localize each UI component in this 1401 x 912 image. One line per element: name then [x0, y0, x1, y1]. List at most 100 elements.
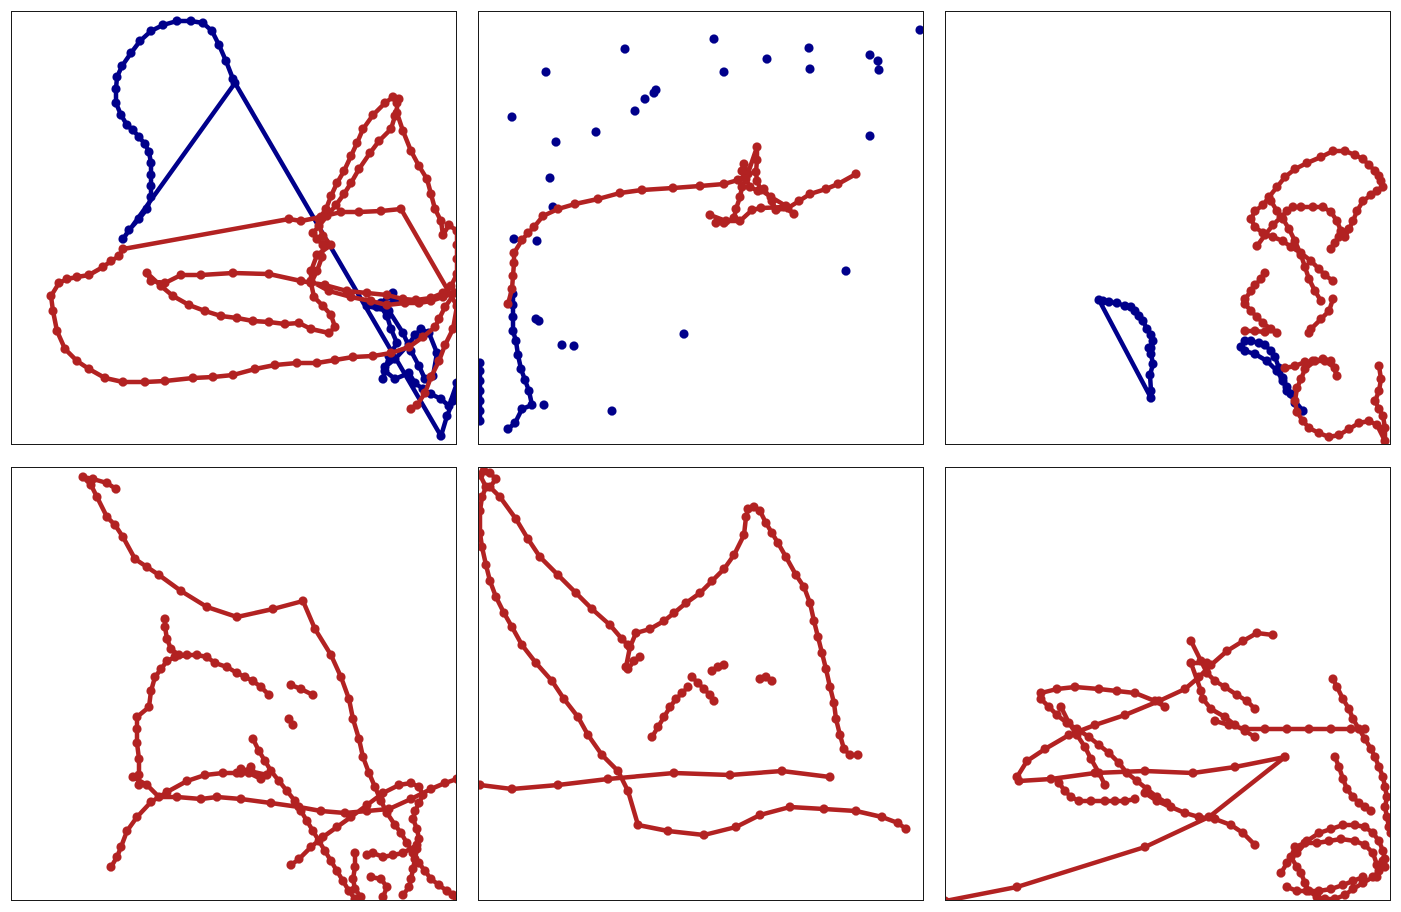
data-point: [752, 155, 762, 165]
data-point: [386, 324, 396, 334]
data-point: [597, 750, 607, 760]
data-point: [452, 774, 457, 784]
data-point: [452, 254, 457, 264]
data-point: [102, 512, 112, 522]
data-point: [747, 205, 757, 215]
series-line: [1014, 630, 1276, 780]
data-point: [146, 797, 156, 807]
data-point: [651, 85, 661, 95]
data-point: [308, 690, 318, 700]
data-point: [509, 234, 519, 244]
data-point: [368, 351, 378, 361]
data-point: [819, 804, 829, 814]
data-point: [653, 722, 663, 732]
panel-frame: [945, 467, 1391, 901]
data-point: [809, 616, 819, 626]
data-point: [365, 148, 375, 158]
series-17: [1186, 658, 1212, 668]
data-point: [1120, 301, 1130, 311]
data-point: [452, 896, 457, 901]
data-point: [1012, 882, 1022, 892]
data-point: [382, 290, 392, 300]
data-point: [1360, 822, 1370, 832]
data-point: [1350, 820, 1360, 830]
series-7: [366, 872, 392, 901]
data-point: [804, 43, 814, 53]
data-point: [420, 866, 430, 876]
data-point: [1348, 792, 1358, 802]
data-point: [915, 25, 924, 35]
data-point: [1090, 720, 1100, 730]
data-point: [1064, 718, 1074, 728]
data-point: [517, 640, 527, 650]
data-point: [1296, 202, 1306, 212]
data-point: [1378, 846, 1388, 856]
data-point: [1328, 674, 1338, 684]
data-point: [110, 520, 120, 530]
data-point: [559, 694, 569, 704]
data-point: [434, 880, 444, 890]
series-5: [647, 682, 693, 742]
data-point: [1328, 294, 1338, 304]
data-point: [406, 794, 416, 804]
data-point: [1328, 146, 1338, 156]
series-7: [1210, 716, 1370, 734]
data-point: [376, 206, 386, 216]
data-point: [1326, 356, 1336, 366]
data-point: [1254, 338, 1264, 348]
series-4: [1370, 361, 1386, 406]
data-point: [366, 296, 376, 306]
data-point: [240, 672, 250, 682]
data-point: [1346, 724, 1356, 734]
series-3: [1280, 354, 1390, 445]
data-point: [478, 542, 487, 552]
data-point: [154, 792, 164, 802]
data-point: [392, 108, 402, 118]
data-point: [485, 482, 495, 492]
data-point: [817, 648, 827, 658]
data-point: [270, 360, 280, 370]
data-point: [306, 324, 316, 334]
data-point: [386, 348, 396, 358]
data-point: [118, 244, 128, 254]
data-point: [166, 644, 176, 654]
series-9: [623, 652, 645, 674]
data-point: [1232, 690, 1242, 700]
data-point: [142, 268, 152, 278]
data-point: [188, 373, 198, 383]
data-point: [348, 874, 358, 884]
data-point: [354, 164, 364, 174]
data-point: [1148, 359, 1158, 369]
data-point: [491, 474, 501, 484]
data-point: [507, 112, 517, 122]
series-11: [1326, 228, 1346, 254]
data-point: [523, 534, 533, 544]
series-line: [478, 768, 833, 792]
data-point: [835, 730, 845, 740]
data-point: [316, 212, 326, 222]
data-point: [1122, 768, 1132, 778]
data-point: [344, 694, 354, 704]
data-point: [414, 298, 424, 308]
data-point: [1210, 814, 1220, 824]
data-point: [146, 276, 156, 286]
data-point: [124, 225, 134, 235]
data-point: [84, 364, 94, 374]
data-point: [370, 782, 380, 792]
data-point: [306, 266, 316, 276]
data-point: [531, 314, 541, 324]
data-point: [705, 210, 715, 220]
data-point: [1272, 366, 1282, 376]
data-point: [839, 744, 849, 754]
data-point: [140, 139, 150, 149]
data-point: [733, 175, 743, 185]
data-point: [324, 286, 334, 296]
data-point: [851, 169, 861, 179]
data-point: [1324, 836, 1334, 846]
data-point: [284, 214, 294, 224]
data-point: [354, 207, 364, 217]
data-point: [1260, 268, 1270, 278]
data-point: [414, 361, 424, 371]
data-point: [1152, 796, 1162, 806]
data-point: [1374, 762, 1384, 772]
